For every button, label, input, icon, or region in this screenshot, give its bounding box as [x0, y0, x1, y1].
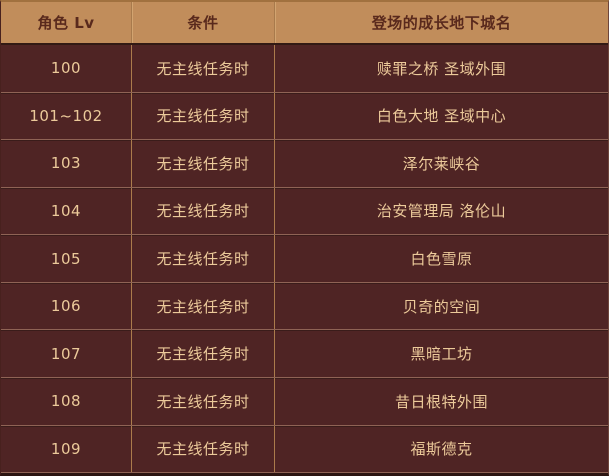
cell-character-level: 101~102 [29, 106, 103, 125]
cell-character-level: 107 [50, 344, 82, 363]
table-row: 105 无主线任务时 白色雪原 [1, 234, 608, 282]
cell-condition: 无主线任务时 [131, 330, 274, 377]
table-row: 108 无主线任务时 昔日根特外围 [1, 376, 608, 425]
table-row: 101~102 无主线任务时 白色大地 圣域中心 [1, 91, 608, 140]
cell-condition: 无主线任务时 [131, 282, 274, 330]
cell-condition: 无主线任务时 [131, 45, 274, 92]
cell-dungeon-name: 治安管理局 洛伦山 [274, 187, 608, 235]
table-row: 103 无主线任务时 泽尔莱峡谷 [1, 139, 608, 187]
column-header-character-level: 角色 Lv [37, 14, 95, 32]
cell-condition: 无主线任务时 [131, 235, 274, 282]
cell-condition: 无主线任务时 [131, 425, 274, 473]
cell-character-level: 106 [50, 297, 82, 316]
cell-condition: 无主线任务时 [131, 92, 274, 140]
cell-condition: 无主线任务时 [131, 140, 274, 187]
cell-character-level: 105 [50, 249, 82, 268]
table-header-row: 角色 Lv 条件 登场的成长地下城名 [1, 2, 608, 45]
cell-dungeon-name: 赎罪之桥 圣域外围 [274, 45, 608, 92]
table-row: 104 无主线任务时 治安管理局 洛伦山 [1, 186, 608, 235]
cell-condition: 无主线任务时 [131, 187, 274, 235]
table-row: 106 无主线任务时 贝奇的空间 [1, 281, 608, 330]
cell-condition: 无主线任务时 [131, 377, 274, 425]
column-header-condition: 条件 [131, 2, 274, 43]
table-body: 100 无主线任务时 赎罪之桥 圣域外围 101~102 无主线任务时 白色大地 圣域中心… [1, 45, 608, 473]
cell-character-level: 104 [50, 201, 82, 220]
table-row: 100 无主线任务时 赎罪之桥 圣域外围 [1, 45, 608, 92]
cell-character-level: 100 [50, 59, 82, 78]
cell-dungeon-name: 白色大地 圣域中心 [274, 92, 608, 140]
cell-character-level: 109 [50, 439, 82, 458]
column-header-dungeon-name: 登场的成长地下城名 [274, 2, 608, 43]
cell-dungeon-name: 昔日根特外围 [274, 377, 608, 425]
cell-dungeon-name: 黑暗工坊 [274, 330, 608, 377]
cell-dungeon-name: 贝奇的空间 [274, 282, 608, 330]
table-row: 109 无主线任务时 福斯德克 [1, 424, 608, 473]
cell-character-level: 103 [50, 154, 82, 173]
cell-dungeon-name: 白色雪原 [274, 235, 608, 282]
table-row: 107 无主线任务时 黑暗工坊 [1, 329, 608, 377]
cell-dungeon-name: 泽尔莱峡谷 [274, 140, 608, 187]
cell-character-level: 108 [50, 392, 82, 411]
cell-dungeon-name: 福斯德克 [274, 425, 608, 473]
